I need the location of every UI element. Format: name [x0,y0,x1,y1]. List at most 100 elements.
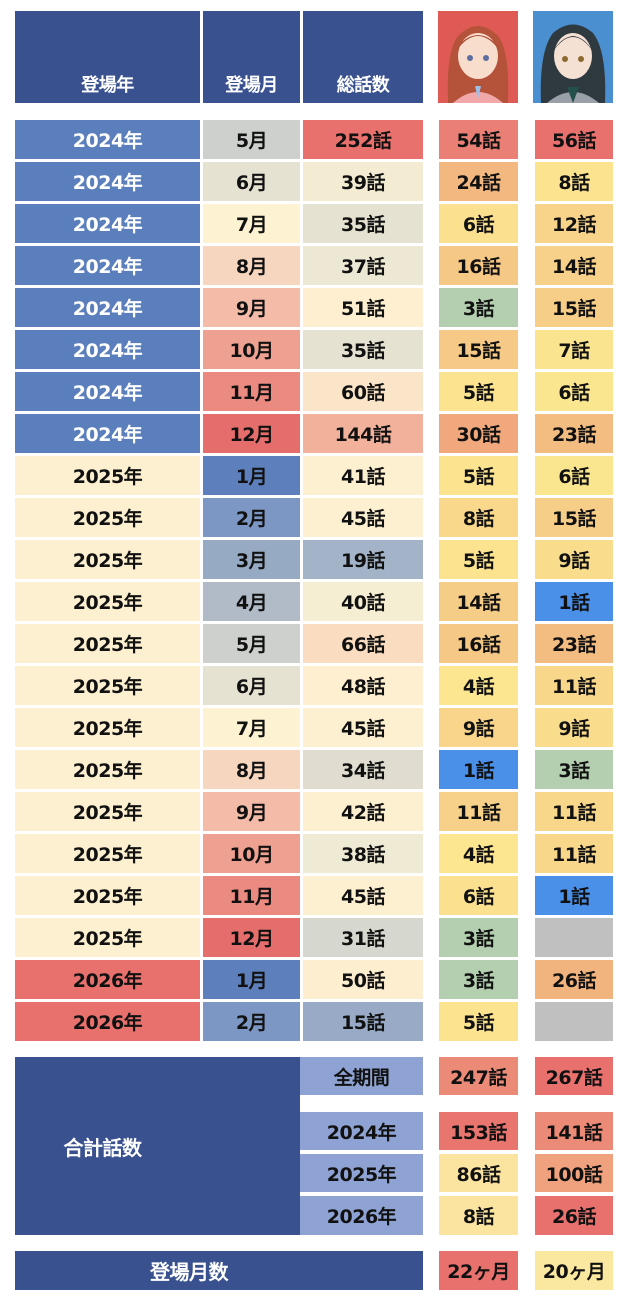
cell-b: 1話 [535,876,613,915]
cell-total: 31話 [303,918,423,957]
cell-a: 3話 [439,960,518,999]
cell-a: 1話 [439,750,518,789]
cell-month: 12月 [203,414,300,453]
cell-year: 2024年 [15,246,200,285]
cell-total: 45話 [303,498,423,537]
cell-year: 2024年 [15,330,200,369]
cell-year: 2025年 [15,666,200,705]
cell-month: 6月 [203,162,300,201]
character-portrait-red-hair-icon [438,11,518,103]
cell-month: 8月 [203,246,300,285]
cell-b: 3話 [535,750,613,789]
cell-b: 8話 [535,162,613,201]
header-month: 登場月 [203,11,300,103]
cell-total: 51話 [303,288,423,327]
cell-month: 5月 [203,120,300,159]
cell-total: 50話 [303,960,423,999]
cell-total: 35話 [303,204,423,243]
cell-total: 144話 [303,414,423,453]
cell-a: 14話 [439,582,518,621]
cell-b: 6話 [535,372,613,411]
cell-b: 56話 [535,120,613,159]
cell-year: 2024年 [15,162,200,201]
summary-a: 153話 [439,1112,518,1150]
cell-b: 14話 [535,246,613,285]
cell-a: 5話 [439,456,518,495]
cell-month: 1月 [203,960,300,999]
cell-a: 11話 [439,792,518,831]
summary-a: 247話 [439,1057,518,1095]
cell-year: 2025年 [15,456,200,495]
cell-total: 60話 [303,372,423,411]
cell-total: 39話 [303,162,423,201]
cell-month: 3月 [203,540,300,579]
summary-b: 26話 [535,1196,613,1235]
cell-year: 2025年 [15,624,200,663]
cell-year: 2024年 [15,120,200,159]
cell-total: 42話 [303,792,423,831]
months-count-a: 22ヶ月 [439,1251,518,1290]
cell-a: 8話 [439,498,518,537]
summary-b: 141話 [535,1112,613,1150]
cell-total: 38話 [303,834,423,873]
cell-b: 15話 [535,498,613,537]
cell-a: 24話 [439,162,518,201]
cell-year: 2024年 [15,414,200,453]
cell-a: 6話 [439,204,518,243]
cell-b: 11話 [535,834,613,873]
cell-b [535,918,613,957]
cell-month: 10月 [203,330,300,369]
summary-b: 100話 [535,1154,613,1192]
cell-year: 2024年 [15,372,200,411]
cell-total: 19話 [303,540,423,579]
cell-month: 11月 [203,876,300,915]
cell-b [535,1002,613,1041]
cell-year: 2025年 [15,540,200,579]
cell-a: 16話 [439,624,518,663]
summary-label: 2026年 [300,1196,423,1235]
cell-month: 8月 [203,750,300,789]
months-count-label: 登場月数 [15,1251,423,1290]
cell-year: 2025年 [15,750,200,789]
cell-month: 1月 [203,456,300,495]
cell-month: 2月 [203,498,300,537]
cell-total: 34話 [303,750,423,789]
cell-b: 23話 [535,624,613,663]
cell-b: 1話 [535,582,613,621]
cell-total: 252話 [303,120,423,159]
cell-a: 4話 [439,666,518,705]
cell-year: 2024年 [15,204,200,243]
cell-a: 6話 [439,876,518,915]
cell-year: 2025年 [15,876,200,915]
cell-month: 7月 [203,708,300,747]
cell-b: 9話 [535,708,613,747]
cell-total: 45話 [303,876,423,915]
cell-a: 4話 [439,834,518,873]
cell-total: 45話 [303,708,423,747]
summary-a: 8話 [439,1196,518,1235]
cell-a: 5話 [439,372,518,411]
cell-month: 9月 [203,288,300,327]
cell-year: 2026年 [15,960,200,999]
cell-month: 5月 [203,624,300,663]
cell-b: 15話 [535,288,613,327]
cell-a: 16話 [439,246,518,285]
cell-b: 7話 [535,330,613,369]
cell-b: 12話 [535,204,613,243]
cell-a: 9話 [439,708,518,747]
summary-label: 全期間 [300,1057,423,1095]
cell-month: 10月 [203,834,300,873]
cell-a: 3話 [439,918,518,957]
cell-year: 2025年 [15,498,200,537]
cell-a: 5話 [439,540,518,579]
cell-total: 40話 [303,582,423,621]
summary-label: 2024年 [300,1112,423,1150]
summary-b: 267話 [535,1057,613,1095]
cell-a: 54話 [439,120,518,159]
cell-year: 2024年 [15,288,200,327]
cell-month: 6月 [203,666,300,705]
cell-b: 11話 [535,792,613,831]
cell-year: 2025年 [15,918,200,957]
cell-b: 23話 [535,414,613,453]
cell-total: 66話 [303,624,423,663]
